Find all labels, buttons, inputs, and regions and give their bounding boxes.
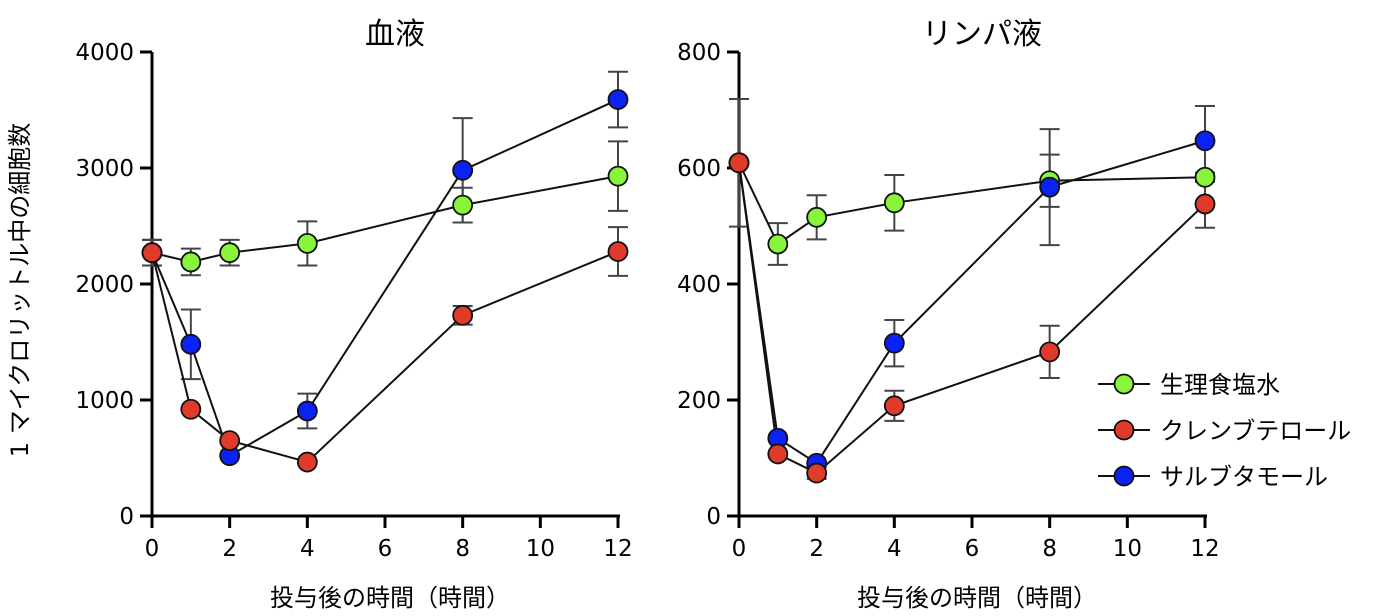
legend-marker <box>1113 373 1135 395</box>
data-point <box>219 430 241 452</box>
data-point <box>180 251 202 273</box>
data-point <box>219 242 241 264</box>
x-tick-label: 12 <box>1190 536 1219 562</box>
data-point <box>296 451 318 473</box>
x-tick-label: 0 <box>732 536 747 562</box>
legend-label: サルブタモール <box>1160 463 1328 491</box>
x-tick-label: 8 <box>1042 536 1057 562</box>
legend-label: クレンブテロール <box>1160 417 1351 445</box>
legend-label: 生理食塩水 <box>1160 371 1280 399</box>
x-tick-label: 10 <box>526 536 555 562</box>
data-point <box>1039 176 1061 198</box>
data-point <box>806 462 828 484</box>
data-point <box>607 165 629 187</box>
y-tick-label: 200 <box>677 388 721 414</box>
x-tick-label: 4 <box>300 536 315 562</box>
series-line <box>738 162 1206 475</box>
x-tick-label: 4 <box>887 536 902 562</box>
data-point <box>806 206 828 228</box>
y-tick-label: 0 <box>706 504 721 530</box>
x-tick-label: 6 <box>378 536 393 562</box>
chart-title: 血液 <box>365 17 425 52</box>
data-point <box>452 304 474 326</box>
data-point <box>607 241 629 262</box>
x-axis-label: 投与後の時間（時間） <box>270 584 510 612</box>
data-point <box>180 398 202 420</box>
data-point <box>728 152 750 174</box>
data-point <box>296 400 318 422</box>
series-line <box>151 98 619 458</box>
series-line <box>738 139 1206 465</box>
series-line <box>151 250 619 464</box>
y-tick-label: 2000 <box>75 272 134 298</box>
data-point <box>883 395 905 417</box>
x-tick-label: 8 <box>455 536 470 562</box>
x-tick-label: 12 <box>603 536 632 562</box>
data-point <box>1194 166 1216 188</box>
chart-title: リンパ液 <box>922 17 1042 52</box>
legend-marker <box>1113 419 1135 441</box>
data-point <box>767 233 789 255</box>
y-tick-label: 600 <box>677 156 721 182</box>
data-point <box>883 192 905 214</box>
y-tick-label: 0 <box>119 504 134 530</box>
data-point <box>767 443 789 465</box>
series-line <box>738 162 1206 246</box>
data-point <box>296 232 318 254</box>
data-point <box>452 159 474 181</box>
data-point <box>1194 130 1216 152</box>
legend-marker <box>1113 465 1135 487</box>
data-point <box>883 332 905 354</box>
x-tick-label: 0 <box>145 536 160 562</box>
data-point <box>1194 193 1216 215</box>
x-tick-label: 2 <box>222 536 237 562</box>
y-tick-label: 800 <box>677 40 721 66</box>
y-tick-label: 400 <box>677 272 721 298</box>
y-tick-label: 1000 <box>75 388 134 414</box>
data-point <box>1039 341 1061 363</box>
data-point <box>180 333 202 355</box>
x-tick-label: 6 <box>965 536 980 562</box>
y-tick-label: 4000 <box>75 40 134 66</box>
data-point <box>452 194 474 216</box>
x-axis-label: 投与後の時間（時間） <box>857 584 1097 612</box>
data-point <box>607 89 629 110</box>
x-tick-label: 10 <box>1113 536 1142 562</box>
y-axis-label: 1 マイクロリットル中の細胞数 <box>6 123 34 457</box>
y-tick-label: 3000 <box>75 156 134 182</box>
data-point <box>141 242 163 264</box>
x-tick-label: 2 <box>809 536 824 562</box>
